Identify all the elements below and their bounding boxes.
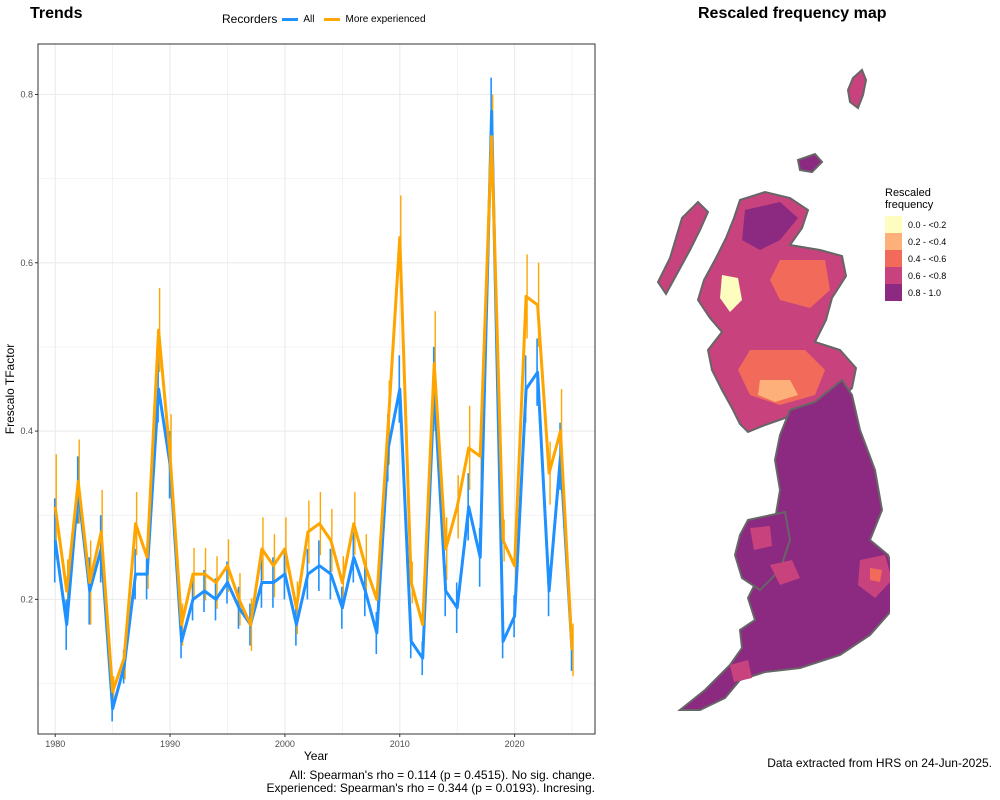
chart-legend: Recorders All More experienced [222, 12, 426, 26]
map-legend-row: 0.0 - <0.2 [885, 216, 946, 233]
map-legend-title-line2: frequency [885, 199, 934, 211]
map-region-highlands-dark [742, 202, 798, 250]
map-region-south-west [730, 660, 752, 682]
map-region-borders [758, 380, 798, 402]
map-region-east-midlands [770, 560, 800, 585]
y-axis-label: Frescalo TFactor [3, 344, 17, 434]
map-title: Rescaled frequency map [698, 5, 887, 22]
map-region-east-anglia-core [870, 568, 882, 582]
map-legend-swatch [885, 233, 902, 250]
map-region-northern-ireland [650, 390, 700, 430]
y-tick-label: 0.2 [20, 594, 33, 604]
map-legend-swatch [885, 216, 902, 233]
y-tick-label: 0.4 [20, 426, 33, 436]
x-tick-label: 1990 [160, 739, 180, 749]
map-legend-label: 0.6 - <0.8 [908, 270, 947, 281]
map-region-hebrides [656, 200, 710, 296]
map-legend-row: 0.4 - <0.6 [885, 250, 946, 267]
frequency-map [650, 68, 890, 711]
map-region-cairngorms [770, 260, 830, 308]
map-region-wales-patch [750, 526, 772, 550]
legend-label-experienced: More experienced [345, 13, 426, 25]
error-bars [53, 77, 574, 722]
map-legend-label: 0.4 - <0.6 [908, 253, 947, 264]
trends-title: Trends [30, 5, 83, 22]
trend-chart: 0.2 0.4 0.6 0.8 1980 1990 2000 2010 2020 Year Fr… [3, 43, 596, 763]
caption-line-all: All: Spearman's rho = 0.114 (p = 0.4515)… [289, 768, 595, 782]
map-region-shetland [846, 68, 868, 110]
map-legend-label: 0.0 - <0.2 [908, 219, 947, 230]
map-legend-swatch [885, 250, 902, 267]
x-tick-label: 2000 [275, 739, 295, 749]
map-legend-swatch [885, 284, 902, 301]
map-legend-label: 0.8 - 1.0 [908, 287, 942, 298]
series-line-experienced [53, 135, 574, 694]
legend-swatch-all [282, 17, 299, 21]
map-region-highlands-light [720, 275, 742, 312]
map-legend-title-line1: Rescaled [885, 187, 931, 199]
legend-label-all: All [303, 13, 315, 25]
map-legend-row: 0.8 - 1.0 [885, 284, 946, 301]
map-legend-row: 0.2 - <0.4 [885, 233, 946, 250]
x-tick-label: 1980 [45, 739, 65, 749]
map-legend-swatch [885, 267, 902, 284]
plot-border [37, 43, 596, 735]
map-legend-row: 0.6 - <0.8 [885, 267, 946, 284]
map-region-orkney [796, 152, 824, 174]
axis-ticks: 0.2 0.4 0.6 0.8 1980 1990 2000 2010 2020 [20, 89, 524, 749]
series-lines [53, 109, 574, 711]
grid [38, 44, 595, 734]
y-tick-label: 0.6 [20, 258, 33, 268]
trend-caption: All: Spearman's rho = 0.114 (p = 0.4515)… [35, 768, 596, 795]
legend-swatch-experienced [324, 17, 341, 21]
legend-title: Recorders [222, 12, 278, 26]
map-legend: Rescaled frequency 0.0 - <0.2 0.2 - <0.4… [885, 187, 946, 301]
caption-line-experienced: Experienced: Spearman's rho = 0.344 (p =… [266, 781, 596, 795]
x-axis-label: Year [304, 749, 328, 763]
x-tick-label: 2020 [505, 739, 525, 749]
source-note: Data extracted from HRS on 24-Jun-2025. [767, 756, 992, 770]
map-legend-label: 0.2 - <0.4 [908, 236, 947, 247]
y-tick-label: 0.8 [20, 89, 33, 99]
x-tick-label: 2010 [390, 739, 410, 749]
